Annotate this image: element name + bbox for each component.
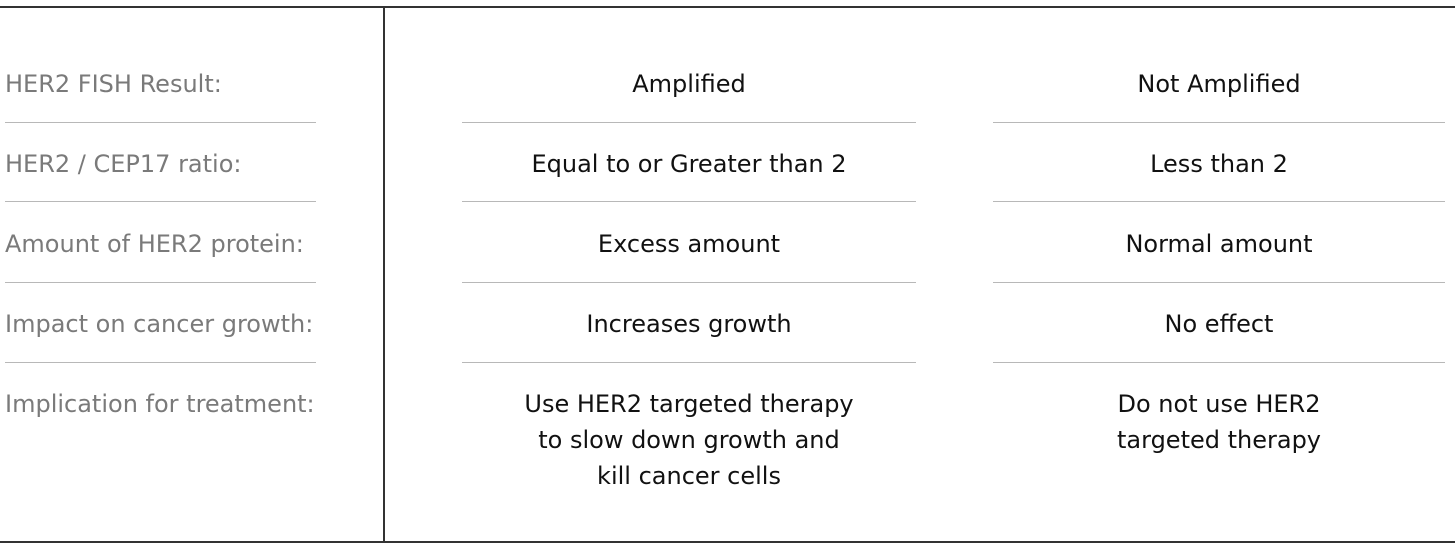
cell-not-amplified-fish-result: Not Amplified	[1137, 70, 1301, 98]
row-separator	[5, 362, 316, 363]
row-label-protein-amount: Amount of HER2 protein:	[5, 230, 304, 258]
table-top-rule	[0, 6, 1455, 8]
row-label-fish-result: HER2 FISH Result:	[5, 70, 222, 98]
table-bottom-rule	[0, 541, 1455, 543]
row-separator	[462, 201, 916, 202]
cell-amplified-cancer-growth: Increases growth	[586, 310, 792, 338]
column-divider	[383, 7, 385, 542]
row-separator	[5, 201, 316, 202]
row-separator	[5, 282, 316, 283]
row-label-ratio: HER2 / CEP17 ratio:	[5, 150, 242, 178]
row-separator	[462, 282, 916, 283]
row-separator	[5, 122, 316, 123]
cell-not-amplified-treatment: Do not use HER2 targeted therapy	[1117, 390, 1321, 454]
row-separator	[993, 282, 1445, 283]
cell-amplified-ratio: Equal to or Greater than 2	[531, 150, 847, 178]
cell-amplified-protein-amount: Excess amount	[597, 230, 781, 258]
row-label-cancer-growth: Impact on cancer growth:	[5, 310, 314, 338]
row-separator	[462, 122, 916, 123]
row-label-treatment: Implication for treatment:	[5, 390, 315, 418]
cell-amplified-treatment: Use HER2 targeted therapy to slow down g…	[524, 390, 854, 490]
cell-not-amplified-ratio: Less than 2	[1150, 150, 1288, 178]
row-separator	[993, 362, 1445, 363]
cell-amplified-fish-result: Amplified	[632, 70, 746, 98]
row-separator	[462, 362, 916, 363]
cell-not-amplified-cancer-growth: No effect	[1164, 310, 1274, 338]
row-separator	[993, 201, 1445, 202]
row-separator	[993, 122, 1445, 123]
cell-not-amplified-protein-amount: Normal amount	[1125, 230, 1313, 258]
